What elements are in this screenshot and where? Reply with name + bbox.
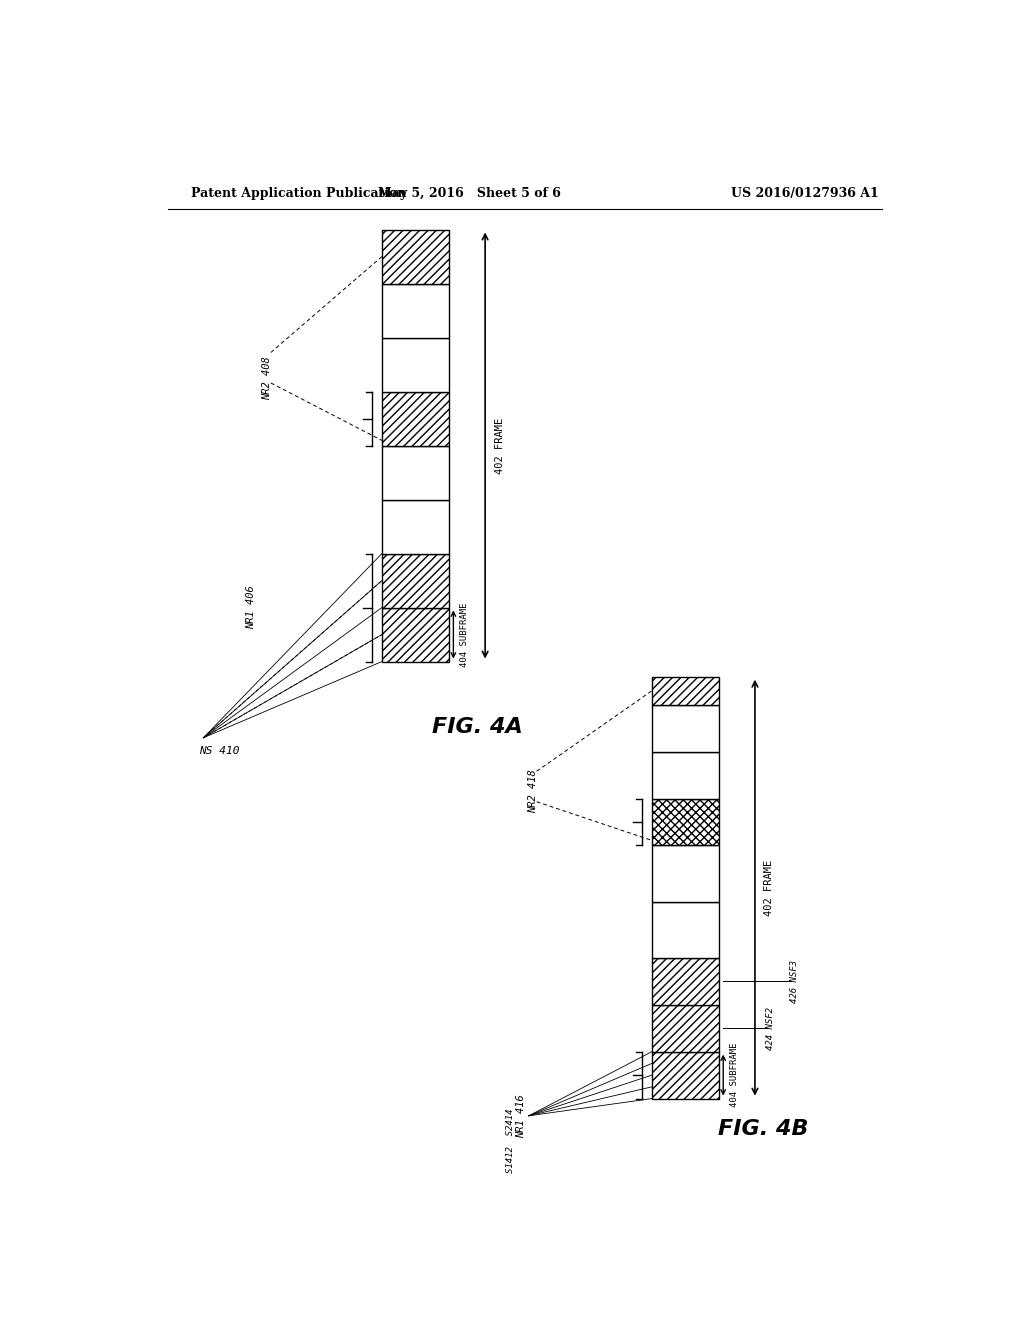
- Text: NS 410: NS 410: [200, 746, 240, 756]
- Text: 426 NSF3: 426 NSF3: [791, 960, 799, 1003]
- Text: NR1 416: NR1 416: [516, 1094, 526, 1138]
- Text: US 2016/0127936 A1: US 2016/0127936 A1: [731, 187, 879, 201]
- Text: 402 FRAME: 402 FRAME: [765, 859, 774, 916]
- Text: 404 SUBFRAME: 404 SUBFRAME: [729, 1043, 738, 1107]
- Bar: [382, 607, 450, 661]
- Text: FIG. 4A: FIG. 4A: [432, 718, 522, 738]
- Bar: [652, 1052, 719, 1098]
- Text: S1412  S2414: S1412 S2414: [506, 1109, 515, 1173]
- Text: NR2 408: NR2 408: [262, 356, 272, 400]
- Bar: [382, 499, 450, 553]
- Bar: [382, 446, 450, 499]
- Bar: [652, 705, 719, 752]
- Bar: [652, 902, 719, 958]
- Bar: [382, 553, 450, 607]
- Text: FIG. 4B: FIG. 4B: [718, 1119, 808, 1139]
- Bar: [652, 677, 719, 705]
- Text: 402 FRAME: 402 FRAME: [495, 417, 505, 474]
- Text: May 5, 2016   Sheet 5 of 6: May 5, 2016 Sheet 5 of 6: [378, 187, 561, 201]
- Bar: [382, 338, 450, 392]
- Text: 404 SUBFRAME: 404 SUBFRAME: [460, 602, 469, 667]
- Bar: [652, 752, 719, 799]
- Text: 424 NSF2: 424 NSF2: [766, 1007, 775, 1049]
- Text: Patent Application Publication: Patent Application Publication: [191, 187, 407, 201]
- Bar: [382, 230, 450, 284]
- Text: NR1 406: NR1 406: [246, 586, 256, 630]
- Bar: [382, 392, 450, 446]
- Text: NR2 418: NR2 418: [527, 770, 538, 813]
- Bar: [382, 284, 450, 338]
- Bar: [652, 958, 719, 1005]
- Bar: [652, 1005, 719, 1052]
- Bar: [652, 846, 719, 902]
- Bar: [652, 799, 719, 846]
